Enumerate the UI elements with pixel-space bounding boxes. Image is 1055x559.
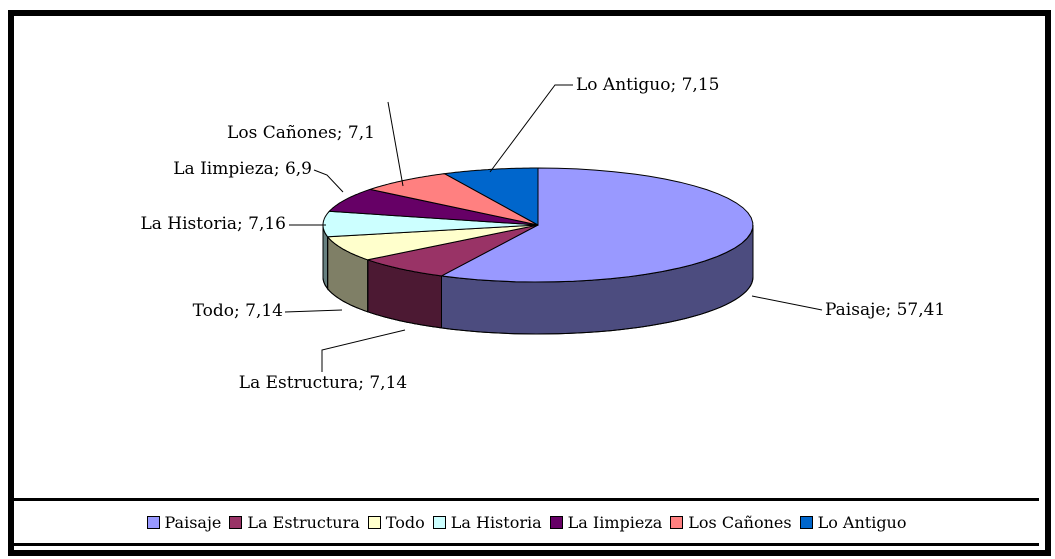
slice [439,167,754,283]
slice [322,210,539,238]
slice [443,167,539,226]
data-label: Paisaje; 57,41 [825,300,946,320]
legend: Paisaje La Estructura Todo La Historia La Ii… [14,498,1039,546]
legend-item: La Iimpieza [549,512,663,532]
legend-label: La Iimpieza [567,512,663,532]
legend-swatch [229,515,243,529]
data-label: La Estructura; 7,14 [238,373,408,393]
legend-item: Los Cañones [670,512,792,532]
legend-label: Lo Antiguo [817,512,907,532]
data-label: Lo Antiguo; 7,15 [576,75,720,95]
legend-label: Paisaje [164,512,222,532]
slice [365,224,539,277]
legend-swatch [799,515,813,529]
leader-line [284,309,343,313]
legend-item: Paisaje [146,512,222,532]
leader-line [313,169,344,193]
legend-swatch [549,515,563,529]
legend-swatch [670,515,684,529]
legend-label: Todo [385,512,425,532]
legend-swatch [367,515,381,529]
leader-line [751,295,823,311]
data-label: La Iimpieza; 6,9 [173,159,312,179]
legend-item: La Estructura [229,512,360,532]
chart-frame [8,10,1051,556]
legend-label: La Estructura [247,512,360,532]
legend-item: Todo [367,512,425,532]
legend-swatch [432,515,446,529]
legend-item: La Historia [432,512,542,532]
slice [326,224,539,261]
slice [328,188,539,226]
legend-swatch [146,515,160,529]
slice [368,173,539,226]
data-label: Los Cañones; 7,1 [227,123,375,143]
legend-label: La Historia [450,512,542,532]
data-label: Todo; 7,14 [192,301,283,321]
legend-item: Lo Antiguo [799,512,907,532]
leader-line [321,329,406,372]
data-label: La Historia; 7,16 [140,214,286,234]
leader-line [387,101,404,187]
legend-label: Los Cañones [688,512,792,532]
leader-line [489,84,573,173]
